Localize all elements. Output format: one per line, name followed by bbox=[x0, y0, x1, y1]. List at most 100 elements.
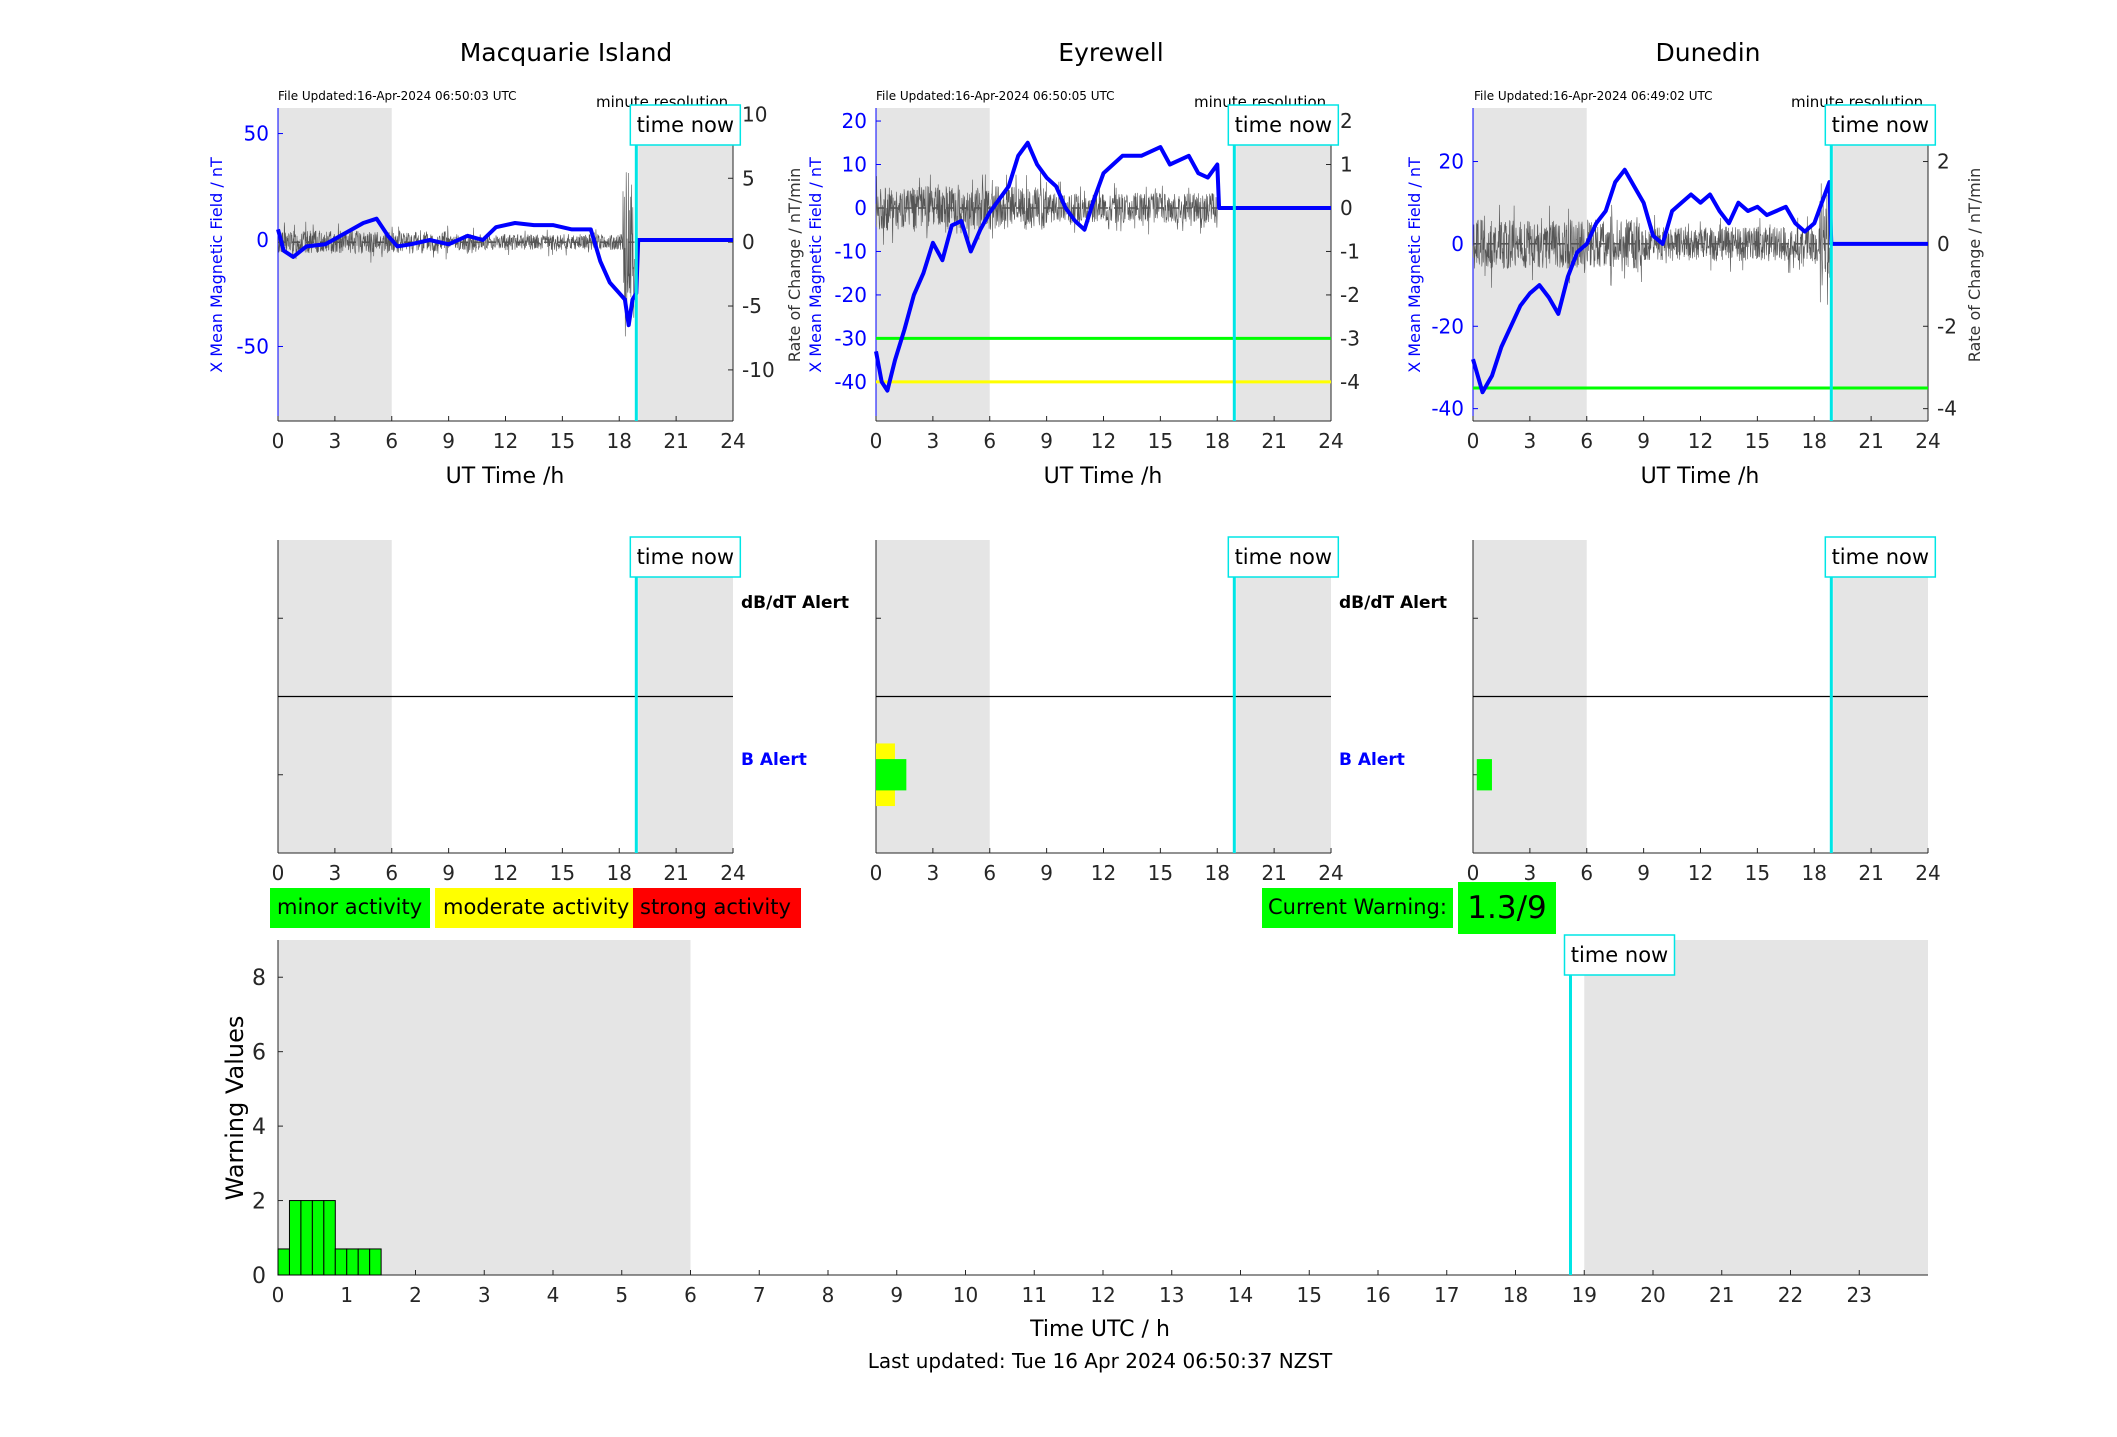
last-updated: Last updated: Tue 16 Apr 2024 06:50:37 N… bbox=[868, 1349, 1333, 1373]
warning-bar bbox=[369, 1248, 382, 1276]
rate-of-change-line bbox=[875, 169, 1218, 245]
x-tick-label: 0 bbox=[272, 861, 285, 885]
time-now-box bbox=[1563, 934, 1676, 976]
x-tick-label: 6 bbox=[1580, 429, 1593, 453]
y-tick-label: 0 bbox=[252, 1264, 266, 1289]
night-shading bbox=[278, 108, 392, 421]
alert-panel-macquarie: 0 3 6 9 12 15 18 21 24 time now dB/dT Alert B Ale… bbox=[272, 536, 849, 885]
time-now-box bbox=[1824, 104, 1937, 146]
x-tick-label: 23 bbox=[1847, 1283, 1872, 1307]
legend-moderate-label: moderate activity bbox=[443, 895, 629, 919]
x-tick-label: 4 bbox=[547, 1283, 560, 1307]
x-axis-label: UT Time /h bbox=[1641, 464, 1760, 489]
x-axis-label: UT Time /h bbox=[1044, 464, 1163, 489]
x-tick-label: 24 bbox=[1318, 429, 1343, 453]
x-axis-label: Time UTC / h bbox=[1029, 1317, 1170, 1342]
x-tick-label: 21 bbox=[1261, 429, 1286, 453]
x-tick-label: 12 bbox=[1090, 1283, 1115, 1307]
field-panel-dunedin: Dunedin File Updated:16-Apr-2024 06:49:0… bbox=[1405, 38, 1984, 489]
x-tick-label: 21 bbox=[663, 429, 688, 453]
y-axis-label-left: X Mean Magnetic Field / nT bbox=[207, 157, 226, 373]
x-tick-label: 24 bbox=[1915, 429, 1940, 453]
x-tick-label: 12 bbox=[1091, 861, 1116, 885]
y-tick-label-right: -1 bbox=[1340, 239, 1360, 263]
y-tick-label-right: 10 bbox=[742, 102, 767, 126]
x-tick-label: 21 bbox=[1261, 861, 1286, 885]
x-tick-label: 14 bbox=[1228, 1283, 1253, 1307]
current-warning: Current Warning: 1.3/9 bbox=[1262, 882, 1556, 934]
legend-moderate-swatch bbox=[435, 888, 633, 928]
field-panel-eyrewell: Eyrewell File Updated:16-Apr-2024 06:50:… bbox=[785, 38, 1360, 489]
x-tick-label: 24 bbox=[1318, 861, 1343, 885]
y-tick-label-left: -30 bbox=[834, 326, 867, 350]
night-shading bbox=[638, 108, 733, 421]
x-tick-label: 21 bbox=[1858, 861, 1883, 885]
warning-bar bbox=[311, 1200, 325, 1276]
x-tick-label: 6 bbox=[983, 429, 996, 453]
legend-strong-label: strong activity bbox=[640, 895, 791, 919]
activity-legend: minor activity moderate activity strong … bbox=[270, 888, 801, 928]
current-warning-label-box bbox=[1262, 888, 1453, 928]
y-tick-label-left: -50 bbox=[236, 334, 269, 358]
x-tick-label: 0 bbox=[1467, 429, 1480, 453]
station-title: Eyrewell bbox=[1058, 38, 1163, 67]
x-tick-label: 9 bbox=[1040, 861, 1053, 885]
x-tick-label: 9 bbox=[1637, 861, 1650, 885]
x-tick-label: 6 bbox=[983, 861, 996, 885]
y-tick-label-right: -3 bbox=[1340, 326, 1360, 350]
y-tick-label-left: 0 bbox=[256, 228, 269, 252]
x-tick-label: 21 bbox=[1858, 429, 1883, 453]
field-series-line bbox=[874, 140, 1331, 393]
b-alert-label: B Alert bbox=[741, 750, 807, 770]
y-tick-label-left: -20 bbox=[834, 283, 867, 307]
y-tick-label-right: -5 bbox=[742, 294, 762, 318]
y-tick-label-right: -4 bbox=[1340, 370, 1360, 394]
file-updated-label: File Updated:16-Apr-2024 06:50:05 UTC bbox=[876, 89, 1115, 103]
y-tick-label-right: 2 bbox=[1937, 150, 1950, 174]
warning-values-panel: 0 1 2 3 4 5 6 7 8 9 10 11 12 13 14 15 16 17 18 19 20 21 22 2302… bbox=[221, 934, 1928, 1342]
y-tick-label-right: -4 bbox=[1937, 397, 1957, 421]
x-tick-label: 2 bbox=[409, 1283, 422, 1307]
x-tick-label: 24 bbox=[720, 861, 745, 885]
time-now-box bbox=[629, 536, 742, 578]
x-tick-label: 13 bbox=[1159, 1283, 1184, 1307]
x-tick-label: 8 bbox=[822, 1283, 835, 1307]
x-tick-label: 18 bbox=[1503, 1283, 1528, 1307]
y-tick-label-left: 0 bbox=[854, 196, 867, 220]
legend-strong-swatch bbox=[633, 888, 801, 928]
y-tick-label-right: 5 bbox=[742, 166, 755, 190]
file-updated-label: File Updated:16-Apr-2024 06:50:03 UTC bbox=[278, 89, 517, 103]
x-tick-label: 21 bbox=[663, 861, 688, 885]
file-updated-label: File Updated:16-Apr-2024 06:49:02 UTC bbox=[1474, 89, 1713, 103]
b-alert-bar bbox=[876, 759, 907, 791]
night-shading bbox=[1584, 940, 1928, 1275]
field-panel-macquarie: Macquarie Island File Updated:16-Apr-202… bbox=[207, 38, 775, 489]
x-tick-label: 15 bbox=[550, 429, 575, 453]
x-tick-label: 18 bbox=[1205, 861, 1230, 885]
time-now-label: time now bbox=[637, 113, 734, 137]
x-tick-label: 0 bbox=[272, 429, 285, 453]
y-tick-label-left: 10 bbox=[842, 153, 867, 177]
time-now-label: time now bbox=[1235, 545, 1332, 569]
x-tick-label: 18 bbox=[1802, 429, 1827, 453]
x-tick-label: 3 bbox=[329, 861, 342, 885]
y-tick-label-right: 1 bbox=[1340, 153, 1353, 177]
night-shading bbox=[876, 108, 990, 421]
x-tick-label: 6 bbox=[385, 861, 398, 885]
b-alert-bar bbox=[1476, 759, 1492, 791]
x-tick-label: 21 bbox=[1709, 1283, 1734, 1307]
field-series-line bbox=[1471, 167, 1928, 395]
x-tick-label: 20 bbox=[1640, 1283, 1665, 1307]
y-tick-label: 8 bbox=[252, 966, 266, 991]
station-title: Macquarie Island bbox=[460, 38, 673, 67]
time-now-label: time now bbox=[637, 545, 734, 569]
time-now-label: time now bbox=[1235, 113, 1332, 137]
x-tick-label: 15 bbox=[1148, 429, 1173, 453]
y-tick-label-left: -40 bbox=[834, 370, 867, 394]
x-tick-label: 3 bbox=[1524, 429, 1537, 453]
time-now-label: time now bbox=[1832, 113, 1929, 137]
x-tick-label: 22 bbox=[1778, 1283, 1803, 1307]
x-tick-label: 12 bbox=[493, 861, 518, 885]
rate-of-change-line bbox=[277, 172, 635, 337]
warning-bar bbox=[300, 1200, 313, 1276]
